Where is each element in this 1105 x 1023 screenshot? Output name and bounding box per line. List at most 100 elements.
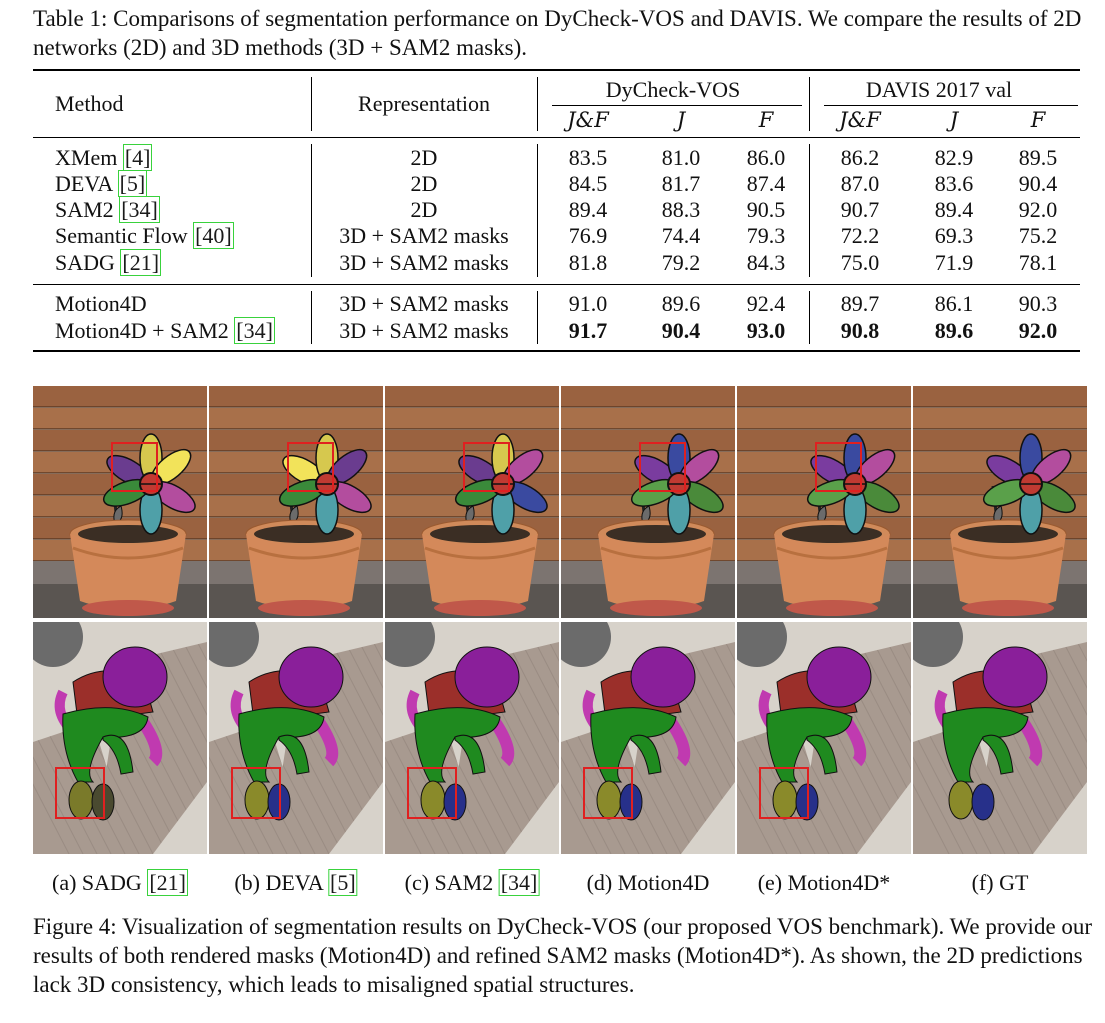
- table-cell-value: 89.5: [1018, 145, 1058, 170]
- table-cell-value: 81.7: [661, 171, 701, 196]
- table-cell-value: 71.9: [934, 250, 974, 275]
- table-cell-value: 90.4: [661, 318, 701, 343]
- subfigure-label-text: (c) SAM2: [404, 870, 494, 895]
- table-row-representation: 3D + SAM2 masks: [339, 291, 509, 316]
- highlight-box: [231, 767, 281, 819]
- table-cell-value: 89.6: [934, 318, 974, 343]
- table-vline-1: [311, 77, 312, 131]
- citation-link[interactable]: [21]: [147, 869, 188, 896]
- subfigure-label: (b) DEVA [5]: [234, 869, 358, 896]
- header-group-davis: DAVIS 2017 val: [865, 77, 1013, 102]
- method-name: Semantic Flow: [55, 223, 188, 248]
- figure-panel-flower: [561, 386, 735, 618]
- table-cell-value: 82.9: [934, 145, 974, 170]
- table-cell-value: 79.3: [746, 223, 786, 248]
- table-row-representation: 3D + SAM2 masks: [339, 318, 509, 343]
- subfigure-label: (c) SAM2 [34]: [404, 869, 540, 896]
- table-cell-value: 92.4: [746, 291, 786, 316]
- table-row-method: Semantic Flow [40]: [55, 222, 234, 249]
- header-metric-jf-1: J&F: [567, 108, 609, 132]
- table-cell-value: 88.3: [661, 197, 701, 222]
- table-cell-value: 83.5: [568, 145, 608, 170]
- highlight-box: [55, 767, 105, 819]
- table-row-method: XMem [4]: [55, 144, 153, 171]
- table-cell-value: 74.4: [661, 223, 701, 248]
- figure-panel-flower: [913, 386, 1087, 618]
- figure-caption: Figure 4: Visualization of segmentation …: [33, 914, 1093, 997]
- table-caption: Table 1: Comparisons of segmentation per…: [33, 6, 1082, 60]
- citation-link[interactable]: [34]: [234, 317, 275, 344]
- table-row-method: SADG [21]: [55, 249, 162, 276]
- table-cell-value: 72.2: [840, 223, 880, 248]
- header-metric-f-1: F: [758, 108, 774, 132]
- figure-panel-person: [737, 622, 911, 854]
- highlight-box: [463, 442, 510, 492]
- citation-link[interactable]: [21]: [120, 249, 162, 276]
- figure-panel-person: [33, 622, 207, 854]
- table-vline-3c: [809, 291, 810, 344]
- citation-link[interactable]: [4]: [122, 144, 153, 171]
- subfigure-label-text: (d) Motion4D: [586, 870, 710, 895]
- figure-panel-flower: [737, 386, 911, 618]
- table-bottom-rule: [33, 350, 1080, 352]
- table-row-method: Motion4D + SAM2 [34]: [55, 317, 275, 344]
- table-cell-value: 89.7: [840, 291, 880, 316]
- subfigure-label: (f) GT: [972, 870, 1029, 896]
- table-cell-value: 93.0: [746, 318, 786, 343]
- method-name: Motion4D: [55, 291, 147, 316]
- table-cell-value: 84.3: [746, 250, 786, 275]
- table-vline-2b: [537, 144, 538, 277]
- table-cell-value: 78.1: [1018, 250, 1058, 275]
- citation-link[interactable]: [40]: [193, 222, 234, 249]
- table-cell-value: 91.0: [568, 291, 608, 316]
- table-vline-1c: [311, 291, 312, 344]
- citation-link[interactable]: [5]: [117, 170, 148, 197]
- table-cell-value: 81.0: [661, 145, 701, 170]
- method-name: SAM2: [55, 197, 114, 222]
- table-cell-value: 79.2: [661, 250, 701, 275]
- table-row-representation: 2D: [410, 197, 438, 222]
- figure-panel-flower: [209, 386, 383, 618]
- figure-panel-person: [385, 622, 559, 854]
- table-row-representation: 2D: [410, 171, 438, 196]
- group1-underline: [552, 105, 802, 106]
- table-cell-value: 89.4: [934, 197, 974, 222]
- highlight-box: [583, 767, 633, 819]
- table-vline-1b: [311, 144, 312, 277]
- header-method: Method: [55, 91, 124, 116]
- table-cell-value: 89.4: [568, 197, 608, 222]
- highlight-box: [287, 442, 334, 492]
- citation-link[interactable]: [34]: [119, 196, 160, 223]
- table-cell-value: 86.2: [840, 145, 880, 170]
- table-cell-value: 90.5: [746, 197, 786, 222]
- figure-panel-flower: [385, 386, 559, 618]
- table-row-method: DEVA [5]: [55, 170, 148, 197]
- header-metric-jf-2: J&F: [839, 108, 881, 132]
- method-name: SADG: [55, 250, 115, 275]
- table-cell-value: 89.6: [661, 291, 701, 316]
- method-name: DEVA: [55, 171, 113, 196]
- table-row-method: SAM2 [34]: [55, 196, 160, 223]
- table-cell-value: 87.0: [840, 171, 880, 196]
- table-cell-value: 86.1: [934, 291, 974, 316]
- header-metric-j-2: J: [949, 108, 959, 132]
- table-cell-value: 90.8: [840, 318, 880, 343]
- highlight-box: [639, 442, 686, 492]
- subfigure-label-text: (a) SADG: [52, 870, 142, 895]
- table-cell-value: 76.9: [568, 223, 608, 248]
- citation-link[interactable]: [34]: [498, 869, 540, 896]
- table-top-rule: [33, 69, 1080, 71]
- figure-panel-flower: [33, 386, 207, 618]
- subfigure-label: (d) Motion4D: [587, 870, 710, 896]
- highlight-box: [759, 767, 809, 819]
- table-cell-value: 90.7: [840, 197, 880, 222]
- method-name: Motion4D + SAM2: [55, 318, 229, 343]
- group2-underline: [824, 105, 1078, 106]
- subfigure-label-text: (b) DEVA: [234, 870, 323, 895]
- header-metric-j-1: J: [676, 108, 686, 132]
- citation-link[interactable]: [5]: [328, 869, 358, 896]
- table-cell-value: 86.0: [746, 145, 786, 170]
- subfigure-label-text: (f) GT: [971, 870, 1029, 895]
- table-row-method: Motion4D: [55, 291, 147, 317]
- table-vline-2c: [537, 291, 538, 344]
